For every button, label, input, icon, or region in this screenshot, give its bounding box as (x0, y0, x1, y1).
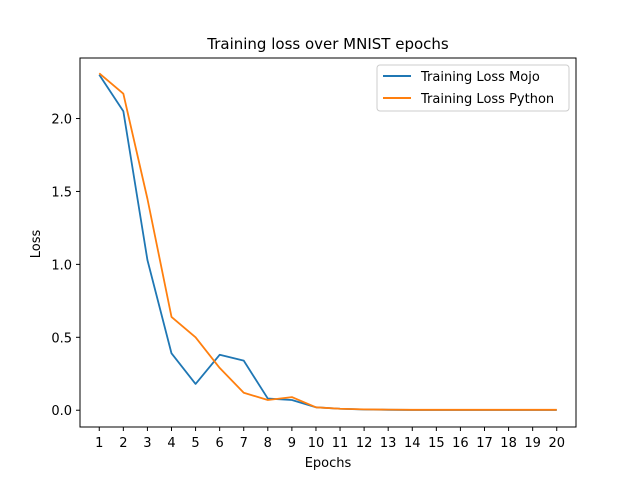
series-line-python (98, 72, 557, 411)
plot-area (79, 57, 577, 428)
x-tick-label: 3 (143, 436, 151, 451)
y-tick-label: 1.5 (51, 185, 72, 200)
x-tick-label: 4 (167, 436, 175, 451)
legend: Training Loss Mojo Training Loss Python (376, 64, 570, 112)
x-tick-label: 9 (288, 436, 296, 451)
y-tick-label: 1.0 (51, 258, 72, 273)
x-tick-label: 16 (452, 436, 469, 451)
x-tick-label: 12 (356, 436, 373, 451)
chart-title: Training loss over MNIST epochs (206, 35, 449, 53)
legend-label-python: Training Loss Python (420, 92, 554, 107)
x-tick-label: 19 (524, 436, 541, 451)
x-tick-label: 14 (404, 436, 421, 451)
y-tick-label: 0.0 (51, 404, 72, 419)
plot-frame (79, 57, 577, 428)
x-tick-label: 1 (95, 436, 103, 451)
x-tick-label: 8 (264, 436, 272, 451)
x-tick-label: 5 (191, 436, 199, 451)
y-tick-label: 2.0 (51, 113, 72, 128)
x-axis-label: Epochs (305, 456, 352, 471)
x-tick-label: 2 (119, 436, 127, 451)
legend-label-mojo: Training Loss Mojo (420, 70, 540, 85)
y-axis-label: Loss (29, 230, 44, 259)
x-tick-label: 13 (380, 436, 397, 451)
x-tick-label: 7 (240, 436, 248, 451)
x-axis-ticks: 1 2 3 4 5 6 7 8 9 10 11 12 13 14 15 16 17 18 19 20 (95, 427, 565, 451)
x-tick-label: 10 (308, 436, 325, 451)
x-tick-label: 18 (500, 436, 517, 451)
x-tick-label: 20 (548, 436, 565, 451)
series-lines (98, 72, 557, 411)
x-tick-label: 6 (216, 436, 224, 451)
x-tick-label: 17 (476, 436, 493, 451)
x-tick-label: 15 (428, 436, 445, 451)
y-axis-ticks: 0.0 0.5 1.0 1.5 2.0 (51, 113, 80, 419)
y-tick-label: 0.5 (51, 331, 72, 346)
legend-box (376, 64, 570, 112)
x-tick-label: 11 (332, 436, 349, 451)
